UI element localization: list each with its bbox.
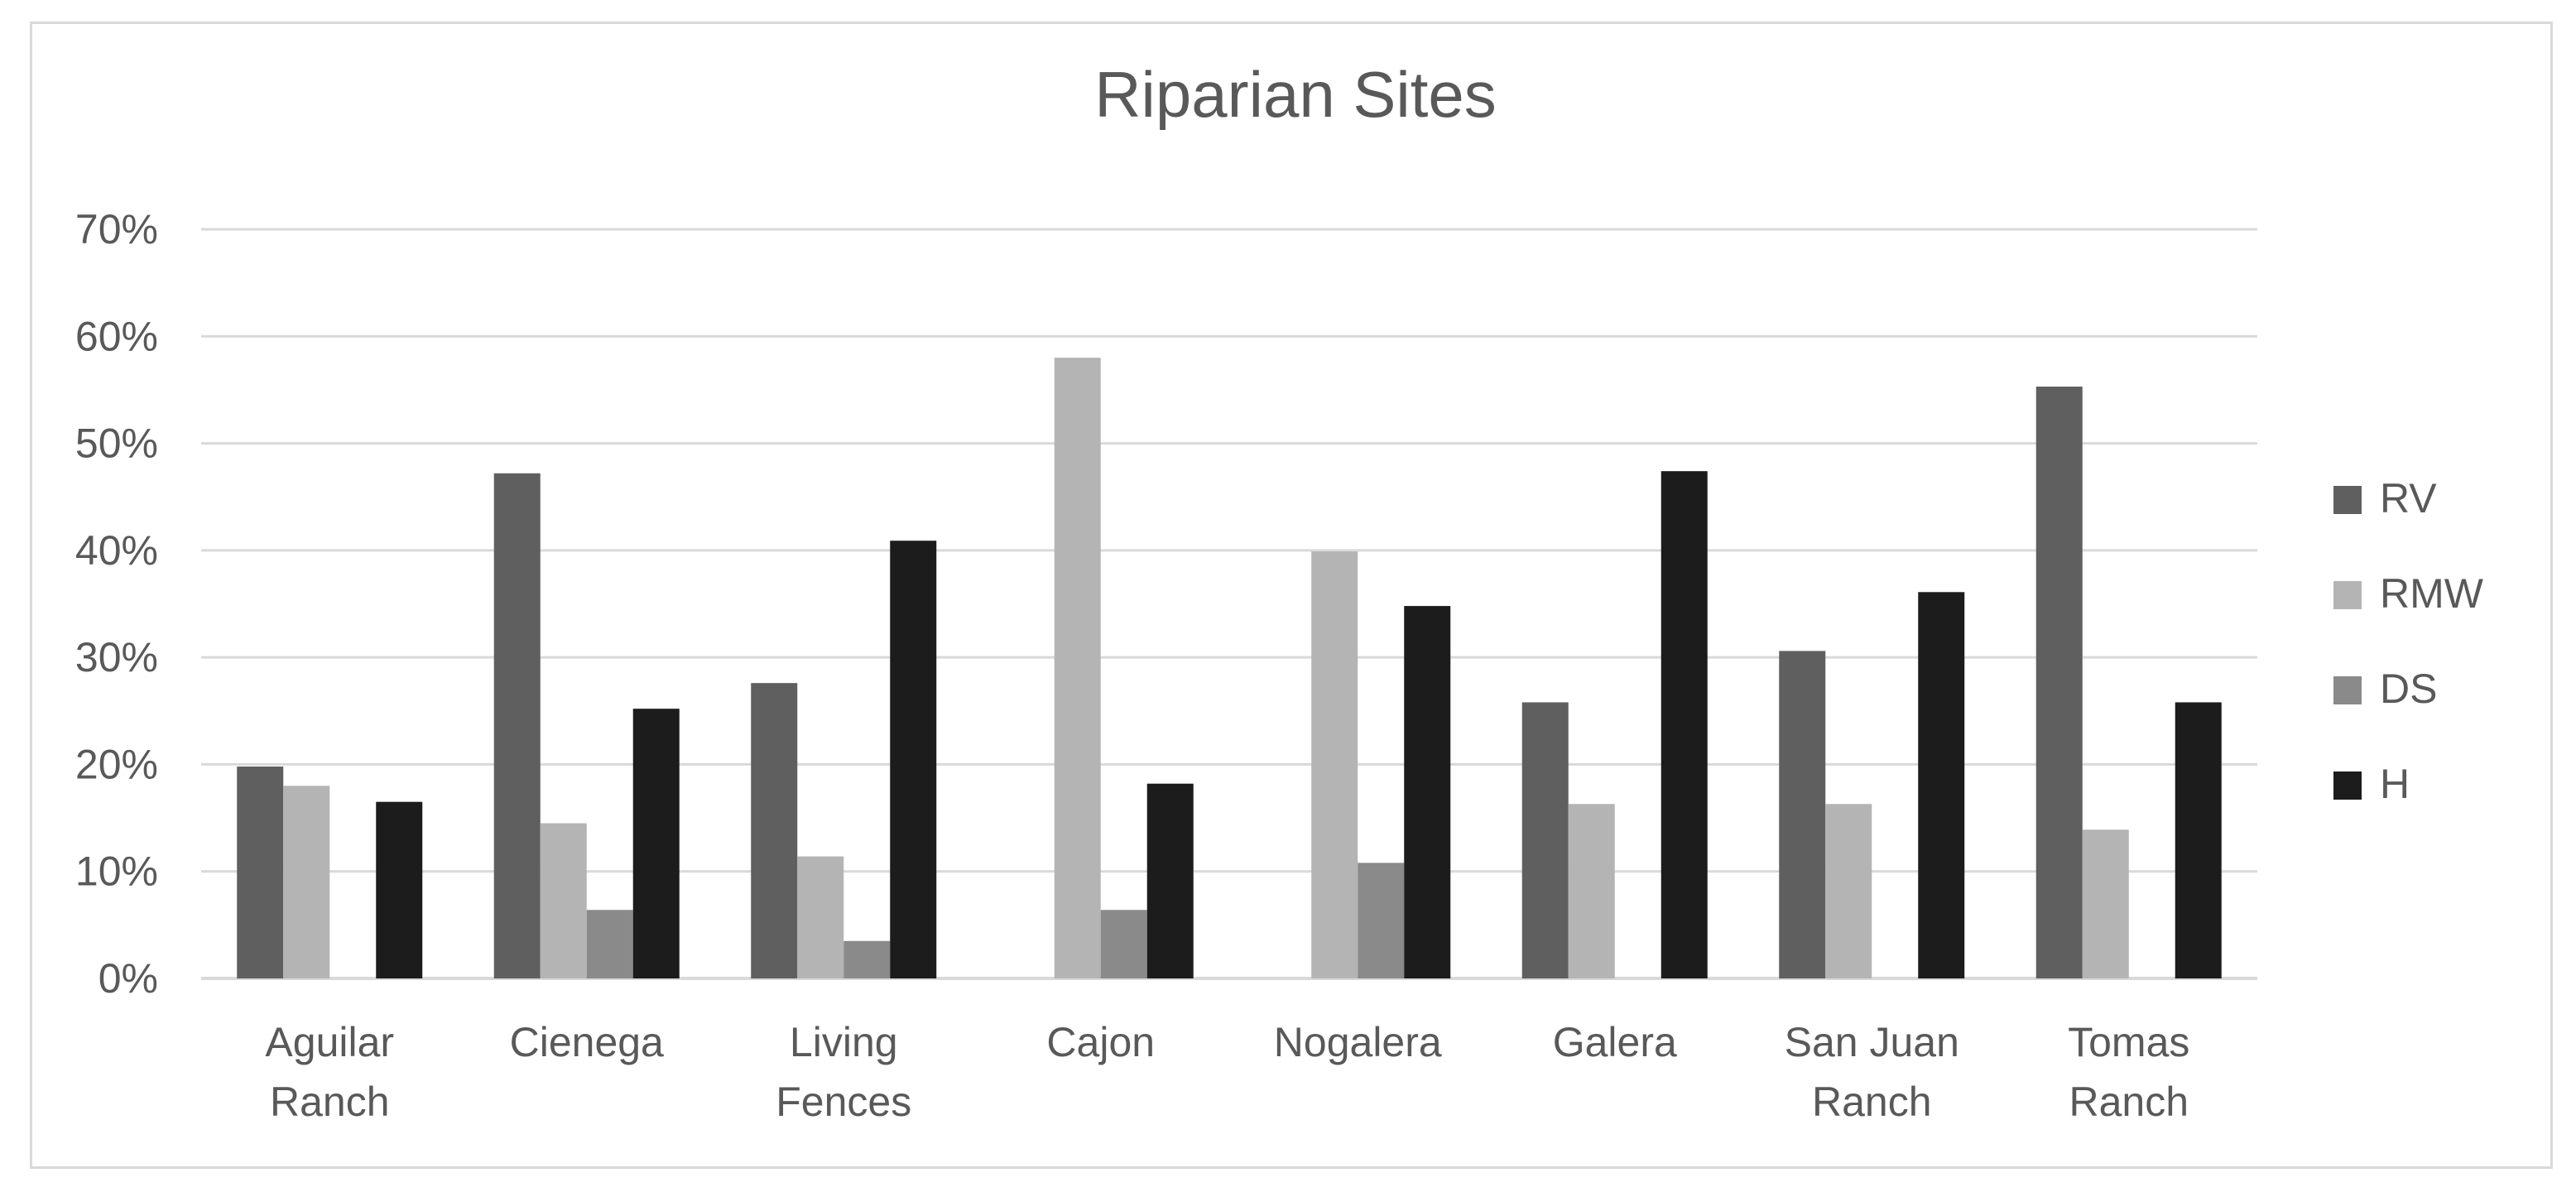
- bar-rmw: [1311, 551, 1358, 978]
- y-axis-ticks: 0% 10% 20% 30% 40% 50% 60% 70%: [75, 206, 158, 1002]
- legend-label: RV: [2380, 475, 2437, 522]
- bar-rmw: [797, 856, 844, 978]
- bar-rmw: [283, 786, 330, 978]
- legend-swatch: [2333, 486, 2362, 514]
- y-tick-label: 40%: [75, 527, 158, 574]
- legend: RV RMW DS H: [2333, 475, 2484, 807]
- bar-rv: [493, 473, 541, 978]
- bar-rmw: [540, 823, 587, 978]
- bar-h: [1660, 471, 1708, 978]
- legend-swatch: [2333, 676, 2362, 704]
- legend-swatch: [2333, 581, 2362, 609]
- bar-h: [890, 541, 937, 978]
- bar-rmw: [1568, 804, 1615, 978]
- bar-h: [2175, 702, 2222, 978]
- x-tick-label: Tomas Ranch: [2068, 1019, 2189, 1125]
- x-axis-labels: Aguilar Ranch Cienega Living Fences Cajon Noga…: [265, 1019, 2189, 1125]
- y-tick-label: 10%: [75, 848, 158, 895]
- x-tick-label: Cajon: [1046, 1019, 1155, 1065]
- chart-frame: Riparian Sites 0% 10% 20% 30% 40% 50% 60% 70% A…: [30, 22, 2553, 1169]
- y-tick-label: 70%: [75, 206, 158, 252]
- bar-rv: [2035, 387, 2083, 978]
- bar-rv: [751, 683, 798, 978]
- chart-title: Riparian Sites: [1094, 58, 1497, 131]
- bar-rv: [237, 767, 284, 978]
- bar-h: [1404, 606, 1451, 978]
- bar-rv: [1521, 702, 1569, 978]
- x-tick-label: Living Fences: [776, 1019, 911, 1125]
- bar-rmw: [1054, 358, 1101, 979]
- bar-rmw: [2082, 829, 2129, 978]
- legend-label: H: [2380, 761, 2410, 807]
- x-tick-label: Aguilar Ranch: [265, 1019, 394, 1125]
- x-tick-label: Cienega: [510, 1019, 664, 1065]
- y-tick-label: 20%: [75, 741, 158, 787]
- bar-h: [376, 801, 423, 978]
- legend-label: RMW: [2380, 570, 2484, 617]
- bar-ds: [843, 940, 891, 978]
- bar-rmw: [1825, 804, 1872, 978]
- y-tick-label: 0%: [99, 955, 158, 1002]
- y-tick-label: 50%: [75, 421, 158, 467]
- bar-h: [1146, 783, 1194, 978]
- bar-h: [632, 709, 680, 978]
- legend-swatch: [2333, 771, 2362, 800]
- y-tick-label: 60%: [75, 313, 158, 359]
- bar-h: [1918, 592, 1965, 978]
- chart-svg: Riparian Sites 0% 10% 20% 30% 40% 50% 60% 70% A…: [75, 58, 2484, 1125]
- bar-ds: [586, 910, 633, 978]
- x-tick-label: Nogalera: [1274, 1019, 1442, 1065]
- x-tick-label: Galera: [1553, 1019, 1677, 1065]
- y-tick-label: 30%: [75, 634, 158, 680]
- bar-rv: [1779, 651, 1826, 978]
- bars: [237, 358, 2222, 979]
- legend-label: DS: [2380, 666, 2437, 712]
- bar-ds: [1100, 910, 1147, 978]
- x-tick-label: San Juan Ranch: [1785, 1019, 1959, 1125]
- bar-ds: [1358, 863, 1405, 978]
